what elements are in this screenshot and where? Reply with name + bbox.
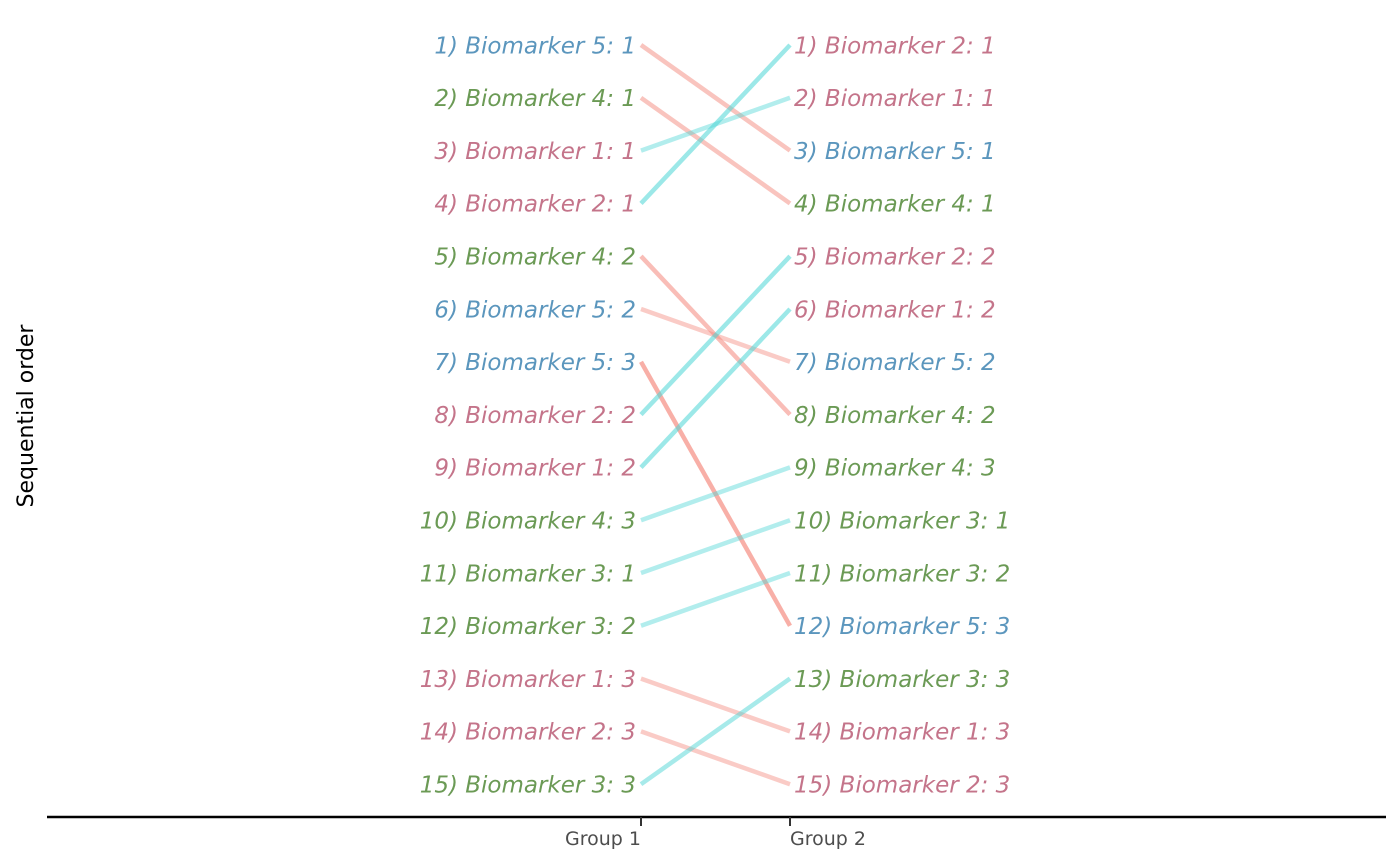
group2-label-6: 6) Biomarker 1: 2	[794, 297, 996, 323]
group1-label-10: 10) Biomarker 4: 3	[420, 508, 636, 534]
group1-label-5: 5) Biomarker 4: 2	[434, 244, 636, 270]
group2-label-8: 8) Biomarker 4: 2	[794, 403, 996, 429]
rank-labels: 1) Biomarker 5: 1 2) Biomarker 4: 1 3) Bio…	[420, 33, 1011, 798]
connection-line-15	[639, 676, 792, 787]
connection-line-2	[639, 95, 792, 206]
group1-label-2: 2) Biomarker 4: 1	[434, 86, 636, 112]
group2-label-9: 9) Biomarker 4: 3	[794, 456, 996, 482]
connection-line-8	[639, 254, 792, 417]
connection-line-10	[640, 465, 791, 523]
group2-label-12: 12) Biomarker 5: 3	[794, 614, 1010, 640]
group2-label-3: 3) Biomarker 5: 1	[794, 139, 996, 165]
group2-label-5: 5) Biomarker 2: 2	[794, 244, 996, 270]
group2-label-13: 13) Biomarker 3: 3	[794, 667, 1010, 693]
connection-line-14	[640, 729, 791, 787]
group1-label-9: 9) Biomarker 1: 2	[434, 456, 636, 482]
group2-label-4: 4) Biomarker 4: 1	[794, 192, 996, 218]
group1-label-15: 15) Biomarker 3: 3	[420, 772, 636, 798]
connection-line-7	[639, 360, 792, 627]
x-tick-label-2: Group 2	[790, 828, 866, 850]
group1-label-14: 14) Biomarker 2: 3	[420, 720, 636, 746]
group2-label-11: 11) Biomarker 3: 2	[794, 561, 1010, 587]
connection-line-9	[639, 307, 792, 469]
group1-label-12: 12) Biomarker 3: 2	[420, 614, 636, 640]
group2-label-15: 15) Biomarker 2: 3	[794, 772, 1010, 798]
group1-label-1: 1) Biomarker 5: 1	[434, 33, 636, 59]
connection-line-13	[640, 676, 791, 734]
group1-label-13: 13) Biomarker 1: 3	[420, 667, 636, 693]
connection-line-4	[639, 43, 792, 205]
group1-label-8: 8) Biomarker 2: 2	[434, 403, 636, 429]
group1-label-7: 7) Biomarker 5: 3	[434, 350, 636, 376]
connection-line-12	[640, 570, 791, 628]
x-tick-label-1: Group 1	[565, 828, 641, 850]
connection-line-11	[640, 518, 791, 576]
group2-label-7: 7) Biomarker 5: 2	[794, 350, 996, 376]
y-axis-label: Sequential order	[14, 324, 39, 508]
connection-line-1	[639, 43, 792, 153]
group1-label-3: 3) Biomarker 1: 1	[434, 139, 636, 165]
connection-lines	[639, 43, 792, 787]
group2-label-1: 1) Biomarker 2: 1	[794, 33, 996, 59]
group1-label-6: 6) Biomarker 5: 2	[434, 297, 636, 323]
group2-label-2: 2) Biomarker 1: 1	[794, 86, 996, 112]
group1-label-4: 4) Biomarker 2: 1	[434, 192, 636, 218]
group2-label-10: 10) Biomarker 3: 1	[794, 508, 1010, 534]
group2-label-14: 14) Biomarker 1: 3	[794, 720, 1010, 746]
x-axis-ticks: Group 1 Group 2	[565, 817, 866, 850]
group1-label-11: 11) Biomarker 3: 1	[420, 561, 636, 587]
